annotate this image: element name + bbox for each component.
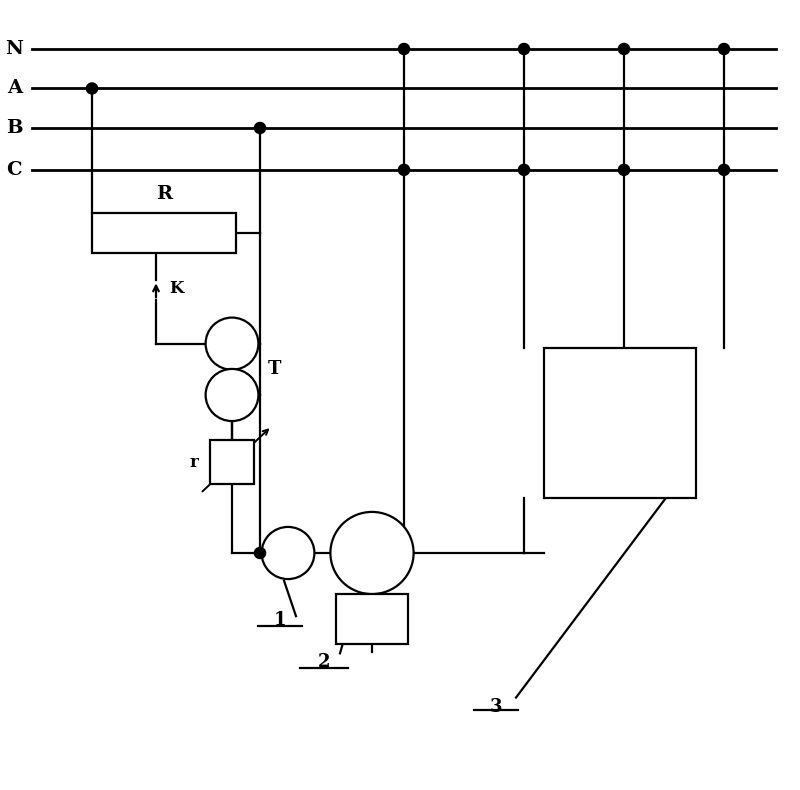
Text: R: R bbox=[156, 185, 172, 203]
Bar bbox=[92, 213, 236, 253]
Circle shape bbox=[206, 318, 258, 370]
Text: 3: 3 bbox=[490, 698, 502, 716]
Circle shape bbox=[518, 43, 530, 55]
Text: T: T bbox=[268, 360, 282, 378]
Circle shape bbox=[254, 547, 266, 559]
Circle shape bbox=[254, 122, 266, 134]
Circle shape bbox=[398, 164, 410, 175]
Text: 2: 2 bbox=[318, 653, 330, 672]
Text: COSφ: COSφ bbox=[350, 547, 394, 559]
Circle shape bbox=[518, 164, 530, 175]
Circle shape bbox=[206, 369, 258, 421]
Circle shape bbox=[618, 43, 630, 55]
Text: r: r bbox=[189, 453, 198, 471]
Circle shape bbox=[718, 43, 730, 55]
Text: K: K bbox=[169, 280, 183, 297]
Text: B: B bbox=[6, 119, 22, 137]
Text: GZB: GZB bbox=[598, 414, 642, 431]
Text: 1: 1 bbox=[274, 611, 286, 629]
Circle shape bbox=[618, 164, 630, 175]
Text: C: C bbox=[6, 161, 22, 179]
Bar bbox=[544, 348, 696, 498]
Circle shape bbox=[718, 164, 730, 175]
Circle shape bbox=[330, 512, 414, 594]
Circle shape bbox=[86, 83, 98, 94]
Circle shape bbox=[262, 527, 314, 579]
Bar bbox=[210, 441, 254, 483]
Text: A: A bbox=[282, 546, 294, 560]
Bar bbox=[336, 594, 408, 644]
Circle shape bbox=[398, 43, 410, 55]
Text: A: A bbox=[7, 80, 22, 97]
Text: N: N bbox=[6, 40, 23, 58]
